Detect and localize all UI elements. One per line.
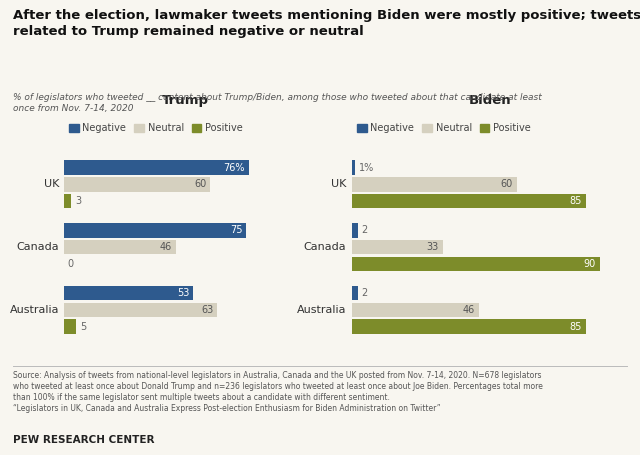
Bar [352,257,600,271]
Text: UK: UK [44,179,59,189]
Bar [352,194,586,208]
Bar [352,177,517,192]
Text: 3: 3 [75,196,81,206]
Text: % of legislators who tweeted __ content about Trump/Biden, among those who tweet: % of legislators who tweeted __ content … [13,93,541,113]
Bar [64,240,176,254]
Title: Trump: Trump [162,94,209,107]
Text: 2: 2 [362,288,368,298]
Text: 46: 46 [160,242,172,252]
Bar [352,240,443,254]
Bar [64,177,210,192]
Bar [352,160,355,175]
Bar [64,286,193,300]
Text: Australia: Australia [10,305,59,315]
Text: Canada: Canada [304,242,346,252]
Text: 60: 60 [194,179,206,189]
Text: 63: 63 [202,305,214,315]
Text: After the election, lawmaker tweets mentioning Biden were mostly positive; tweet: After the election, lawmaker tweets ment… [13,9,640,38]
Text: Source: Analysis of tweets from national-level legislators in Australia, Canada : Source: Analysis of tweets from national… [13,371,543,413]
Legend: Negative, Neutral, Positive: Negative, Neutral, Positive [357,123,531,133]
Bar [352,319,586,334]
Bar [352,286,358,300]
Text: 1%: 1% [359,162,374,172]
Bar [352,223,358,238]
Bar [64,194,71,208]
Text: UK: UK [331,179,346,189]
Text: 0: 0 [68,259,74,269]
Text: 85: 85 [570,196,582,206]
Text: Australia: Australia [297,305,346,315]
Text: PEW RESEARCH CENTER: PEW RESEARCH CENTER [13,435,154,445]
Legend: Negative, Neutral, Positive: Negative, Neutral, Positive [69,123,243,133]
Text: 2: 2 [362,225,368,235]
Bar [64,160,249,175]
Title: Biden: Biden [468,94,511,107]
Bar [352,303,479,317]
Text: 76%: 76% [224,162,245,172]
Bar [64,223,246,238]
Text: 75: 75 [230,225,243,235]
Text: 53: 53 [177,288,189,298]
Text: 60: 60 [500,179,513,189]
Text: Canada: Canada [17,242,59,252]
Text: 46: 46 [462,305,474,315]
Text: 33: 33 [426,242,438,252]
Text: 90: 90 [583,259,596,269]
Text: 85: 85 [570,322,582,332]
Bar [64,303,217,317]
Bar [64,319,76,334]
Text: 5: 5 [80,322,86,332]
